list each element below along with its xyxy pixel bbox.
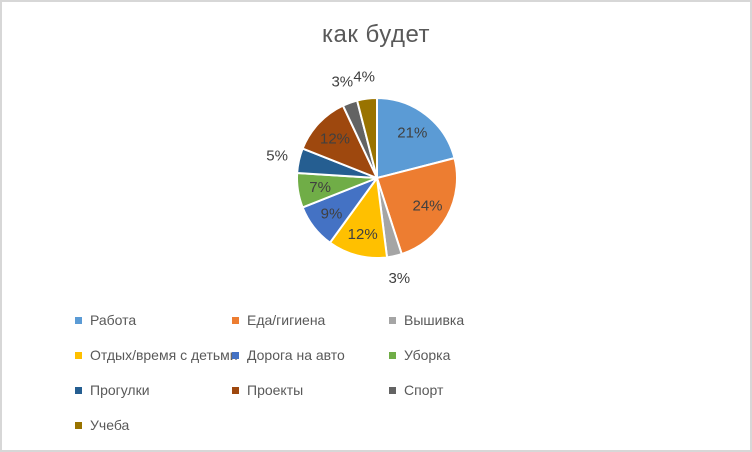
legend-label: Работа xyxy=(90,312,137,328)
pie-slice-4 xyxy=(328,177,389,259)
legend-swatch-icon xyxy=(232,316,239,324)
pie-slice-1 xyxy=(376,97,456,179)
legend-swatch-icon xyxy=(232,351,239,359)
legend-swatch-icon xyxy=(75,316,82,324)
legend-swatch-icon xyxy=(75,421,82,429)
data-label-7: 5% xyxy=(266,148,288,165)
legend-swatch-icon xyxy=(389,386,396,394)
pie-slice-10 xyxy=(356,96,378,179)
legend-label: Прогулки xyxy=(90,382,150,398)
legend-item-4: Отдых/время с детьми xyxy=(75,345,238,365)
data-label-4: 12% xyxy=(348,226,378,243)
legend-item-6: Уборка xyxy=(389,345,559,365)
data-label-9: 3% xyxy=(331,74,353,91)
data-label-8: 12% xyxy=(320,131,350,148)
chart-title: как будет xyxy=(321,21,430,48)
legend-item-8: Проекты xyxy=(232,380,389,400)
legend-item-2: Еда/гигиена xyxy=(232,310,389,330)
data-label-3: 3% xyxy=(388,270,410,287)
data-label-2: 24% xyxy=(412,198,442,215)
data-label-6: 7% xyxy=(309,179,331,196)
legend-swatch-icon xyxy=(232,386,239,394)
legend-item-1: Работа xyxy=(75,310,232,330)
data-label-1: 21% xyxy=(397,125,427,142)
legend-label: Учеба xyxy=(90,417,130,433)
legend-swatch-icon xyxy=(389,316,396,324)
legend-swatch-icon xyxy=(75,386,82,394)
pie-slice-2 xyxy=(376,157,458,256)
legend-label: Отдых/время с детьми xyxy=(90,347,238,363)
data-label-5: 9% xyxy=(321,205,343,222)
legend-item-10: Учеба xyxy=(75,415,232,435)
data-label-10: 4% xyxy=(353,68,375,85)
legend-swatch-icon xyxy=(389,351,396,359)
legend-item-9: Спорт xyxy=(389,380,559,400)
legend: Работа Еда/гигиена Вышивка Отдых/время с де… xyxy=(75,310,559,435)
legend-swatch-icon xyxy=(75,351,82,359)
legend-item-5: Дорога на авто xyxy=(232,345,389,365)
legend-label: Уборка xyxy=(404,347,451,363)
legend-label: Еда/гигиена xyxy=(247,312,326,328)
pie-slice-8 xyxy=(301,104,378,179)
legend-item-3: Вышивка xyxy=(389,310,559,330)
legend-label: Проекты xyxy=(247,382,304,398)
legend-label: Дорога на авто xyxy=(247,347,345,363)
legend-label: Спорт xyxy=(404,382,444,398)
legend-item-7: Прогулки xyxy=(75,380,232,400)
legend-label: Вышивка xyxy=(404,312,465,328)
